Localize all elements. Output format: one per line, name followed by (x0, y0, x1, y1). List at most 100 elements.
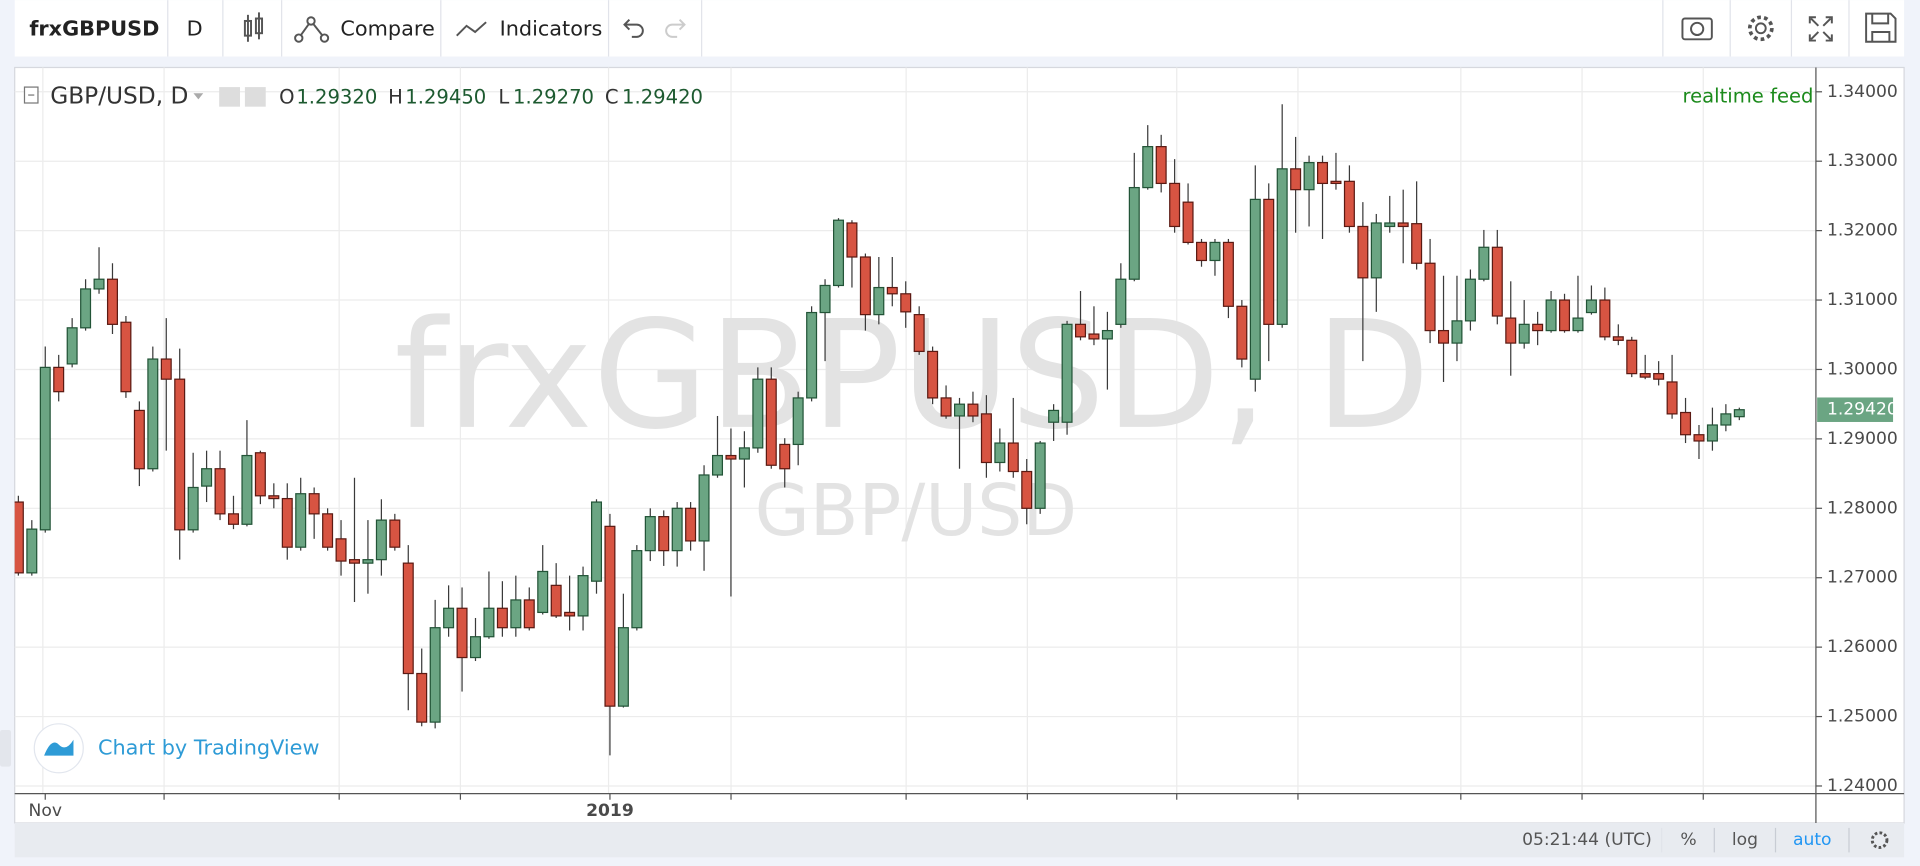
open-label: O (279, 86, 294, 109)
candle-body-down (1626, 339, 1638, 375)
candle-body-up (752, 378, 764, 449)
candle-body-down (416, 672, 428, 723)
icon (1681, 17, 1713, 41)
candle-body-up (26, 528, 38, 574)
percent: % (1680, 830, 1696, 850)
candle-body-down (1182, 201, 1194, 244)
fullscreen-button[interactable] (1808, 16, 1833, 42)
settings-icon[interactable] (244, 87, 266, 107)
candle-body-up (147, 358, 159, 470)
candle-body-up (698, 474, 710, 542)
compare-button[interactable]: Compare (294, 16, 435, 43)
clock: 05:21:44 (UTC) (1522, 830, 1652, 850)
candle-body-down (1612, 336, 1624, 341)
y-tick-label: 1.31000 (1827, 290, 1898, 310)
visibility-icon[interactable] (219, 87, 240, 107)
candle-body-down (174, 378, 186, 531)
candle-body-down (1075, 323, 1087, 338)
icon (1747, 15, 1774, 42)
candle-body-down (1693, 434, 1705, 442)
candle-body-up (1464, 278, 1476, 322)
attribution: Chart by TradingView (98, 735, 320, 759)
candle-body-up (1048, 409, 1060, 423)
candle-body-up (994, 442, 1006, 464)
candle-body-up (187, 486, 199, 531)
symbol-button[interactable]: frxGBPUSD (29, 17, 159, 41)
candles (14, 104, 1745, 756)
high-label: H (388, 86, 403, 109)
candle-body-down (550, 584, 562, 617)
y-tick-label: 1.26000 (1827, 637, 1898, 657)
menu-arrow[interactable] (193, 93, 204, 100)
candle-body-down (980, 413, 992, 464)
candle-body-down (1599, 299, 1611, 338)
candle-body-down (1532, 323, 1544, 332)
candle-body-down (1411, 223, 1423, 264)
candle-body-down (765, 378, 777, 466)
symbol: frxGBPUSD (29, 17, 159, 41)
chart-style-button[interactable] (243, 12, 264, 42)
candle-body-down (389, 519, 401, 548)
candle-body-up (375, 519, 387, 561)
candle-body-down (1196, 241, 1208, 262)
candle-body-up (1034, 442, 1046, 509)
watermark: frxGBPUSD, D (394, 289, 1430, 463)
candle-body-down (281, 497, 293, 548)
candle-body-down (846, 222, 858, 258)
snapshot-button[interactable] (1681, 17, 1713, 41)
candle-body-down (523, 599, 535, 629)
candle-body-down (1007, 442, 1019, 473)
candle-body-up (1706, 424, 1718, 442)
save-button[interactable] (1865, 12, 1897, 43)
y-tick-label: 1.32000 (1827, 221, 1898, 241)
candle-body-up (577, 575, 589, 617)
candle-body-up (483, 607, 495, 638)
settings-button[interactable] (1747, 15, 1774, 42)
candle-body-up (429, 627, 441, 723)
y-tick-label: 1.29000 (1827, 429, 1898, 449)
y-tick-label: 1.28000 (1827, 498, 1898, 518)
auto-toggle[interactable]: auto (1793, 830, 1832, 850)
candle-body-up (832, 219, 845, 287)
attribution-link[interactable]: Chart by TradingView (33, 723, 320, 774)
realtime-feed: realtime feed (1683, 84, 1814, 107)
candle-body-down (564, 611, 576, 617)
x-tick-label: Nov (29, 801, 62, 821)
candle-body-down (496, 607, 508, 629)
indicators-button[interactable]: Indicators (456, 17, 603, 41)
interval-button[interactable]: D (187, 17, 203, 41)
percent-toggle[interactable]: % (1680, 830, 1696, 850)
icon (665, 19, 686, 38)
undo-button[interactable] (623, 19, 644, 38)
candle-body-up (1585, 299, 1597, 314)
redo-button[interactable] (665, 19, 686, 38)
candle-body-up (201, 468, 213, 487)
icon (1870, 831, 1889, 849)
candle-body-down (1088, 333, 1100, 340)
candle-body-down (658, 516, 670, 552)
candle-body-up (631, 550, 643, 629)
candle-body-down (859, 256, 871, 316)
candle-body-up (671, 507, 683, 552)
candle-body-up (617, 627, 629, 707)
y-tick-label: 1.27000 (1827, 568, 1898, 588)
side-handle[interactable] (0, 729, 12, 767)
y-tick-label: 1.24000 (1827, 776, 1898, 796)
icon (306, 16, 316, 26)
candle-body-down (160, 358, 172, 380)
candle-body-down (402, 562, 414, 675)
candle-body-down (1021, 470, 1033, 509)
candle-body-up (510, 599, 522, 629)
high-value: 1.29450 (405, 86, 486, 109)
log: log (1732, 830, 1758, 850)
logo (44, 739, 74, 756)
candle-body-down (268, 495, 280, 500)
candle-body-down (1330, 180, 1342, 185)
candle-body-down (685, 507, 697, 542)
log-toggle[interactable]: log (1732, 830, 1758, 850)
candle-body-up (1115, 278, 1127, 325)
toolbar (14, 0, 1905, 57)
candle-body-up (1478, 246, 1490, 280)
candle-body-up (1384, 222, 1396, 228)
axis-settings[interactable] (1870, 831, 1889, 849)
